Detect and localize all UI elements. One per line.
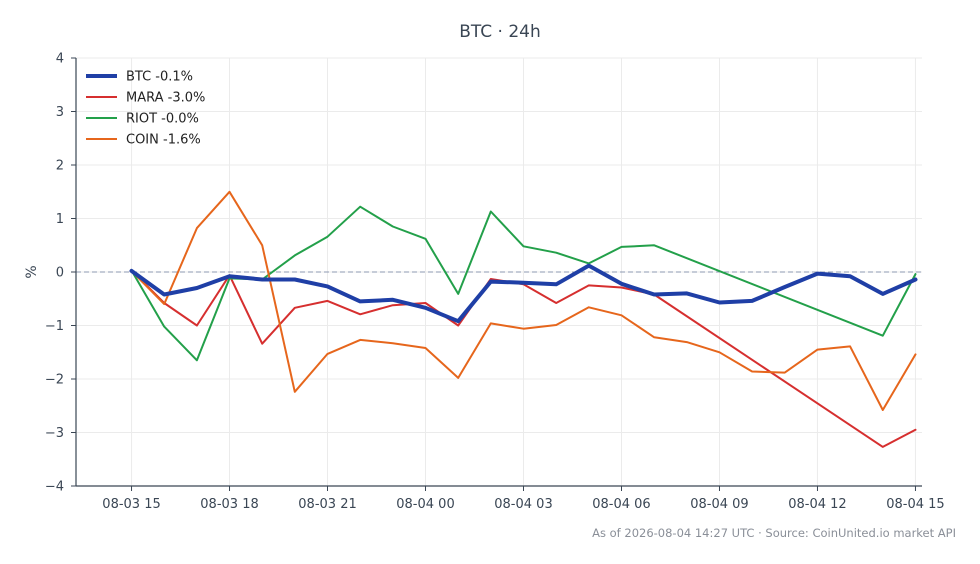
y-tick-label: 3 xyxy=(56,105,64,120)
legend-label-mara: MARA -3.0% xyxy=(126,91,205,106)
x-tick-label: 08-04 03 xyxy=(494,497,552,512)
x-tick-label: 08-03 18 xyxy=(200,497,258,512)
x-tick-label: 08-04 06 xyxy=(592,497,650,512)
x-tick-label: 08-03 21 xyxy=(298,497,356,512)
legend-label-coin: COIN -1.6% xyxy=(126,133,201,148)
legend-label-riot: RIOT -0.0% xyxy=(126,112,199,127)
x-axis-ticks: 08-03 15 08-03 18 08-03 21 08-04 00 08-04 03… xyxy=(102,486,945,512)
x-tick-label: 08-03 15 xyxy=(102,497,160,512)
legend: BTC -0.1% MARA -3.0% RIOT -0.0% COIN -1.6% xyxy=(86,70,205,148)
y-axis-ticks: −4 −3 −2 −1 0 1 2 3 4 xyxy=(45,52,76,495)
y-axis-label: % xyxy=(24,265,40,278)
series-line-coin xyxy=(130,190,917,411)
chart-title: BTC · 24h xyxy=(459,22,541,42)
y-tick-label: 1 xyxy=(56,212,64,227)
y-tick-label: −1 xyxy=(45,319,64,334)
grid xyxy=(76,57,922,487)
y-tick-label: −2 xyxy=(45,373,64,388)
x-tick-label: 08-04 12 xyxy=(788,497,846,512)
y-tick-label: 4 xyxy=(56,52,64,67)
y-tick-label: 0 xyxy=(56,266,64,281)
series-line-btc xyxy=(129,263,918,324)
y-tick-label: −4 xyxy=(45,480,64,495)
x-tick-label: 08-04 00 xyxy=(396,497,454,512)
y-tick-label: −3 xyxy=(45,426,64,441)
legend-label-btc: BTC -0.1% xyxy=(126,70,193,85)
y-tick-label: 2 xyxy=(56,159,64,174)
footer-source: As of 2026-08-04 14:27 UTC · Source: Coi… xyxy=(592,526,956,540)
series-layer xyxy=(129,190,918,448)
x-tick-label: 08-04 09 xyxy=(690,497,748,512)
x-tick-label: 08-04 15 xyxy=(886,497,944,512)
